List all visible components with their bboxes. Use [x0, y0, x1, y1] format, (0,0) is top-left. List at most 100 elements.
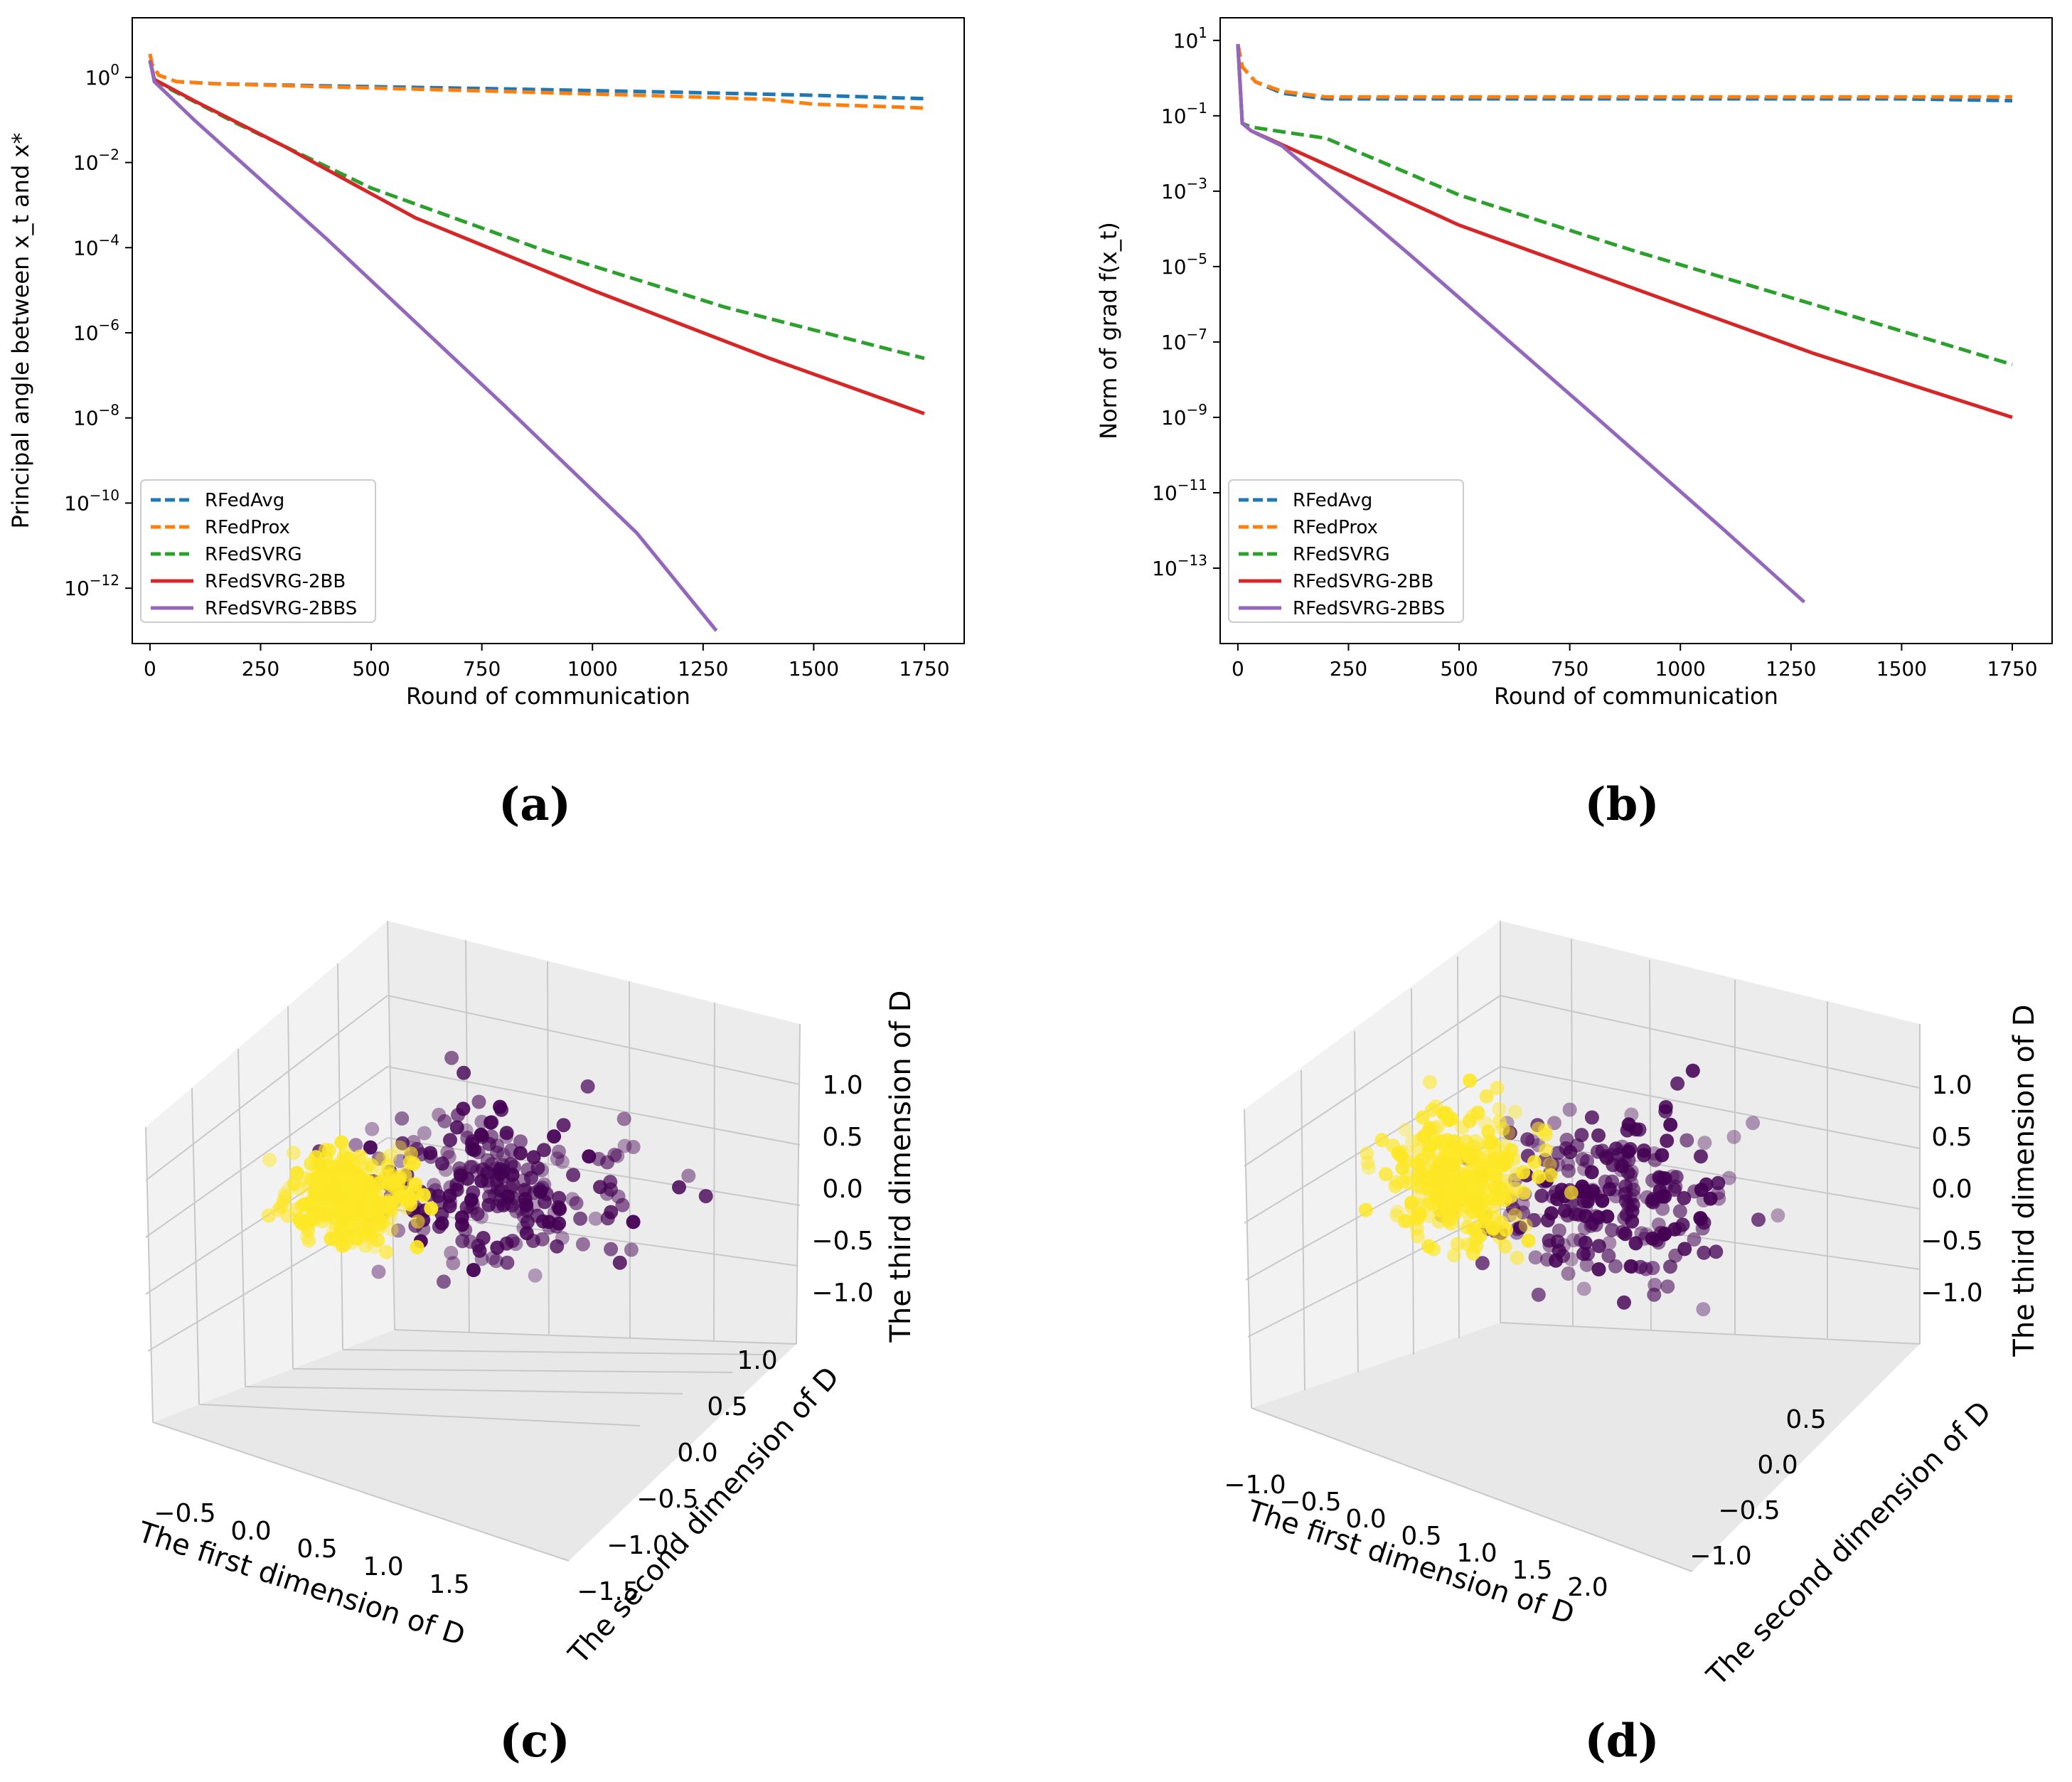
panel-d-caption: (d)	[1584, 1714, 1659, 1768]
panel-c-point-cluster-b	[615, 1197, 630, 1212]
panel-d-point-cluster-b	[1697, 1215, 1711, 1230]
panel-b-legend-entry: RFedSVRG-2BB	[1293, 571, 1433, 592]
panel-d-point-cluster-b	[1531, 1287, 1546, 1302]
panel-d-point-cluster-b	[1513, 1220, 1527, 1235]
panel-c-gridline	[198, 1404, 641, 1426]
panel-c-point-cluster-a	[314, 1188, 329, 1202]
panel-a-plot-frame	[132, 17, 965, 644]
panel-d-point-cluster-a	[1564, 1185, 1579, 1200]
panel-d-point-cluster-a	[1413, 1207, 1427, 1222]
panel-c-y-tick-label: 1.0	[737, 1346, 777, 1375]
panel-c-point-cluster-b	[550, 1239, 565, 1254]
panel-c-point-cluster-b	[626, 1140, 641, 1154]
panel-d-x-tick-label: 0.0	[1345, 1505, 1386, 1534]
panel-b-y-tick-label: 10−9	[1161, 401, 1207, 430]
panel-d-gridline	[1500, 1066, 1921, 1149]
panel-b-x-tick-label: 0	[1232, 657, 1244, 681]
panel-d-point-cluster-b	[1586, 1184, 1601, 1198]
panel-b-legend-entry: RFedSVRG-2BBS	[1293, 598, 1445, 619]
panel-d-point-cluster-a	[1395, 1161, 1410, 1175]
panel-c-point-cluster-b	[607, 1148, 622, 1162]
panel-d-point-cluster-b	[1617, 1295, 1631, 1310]
panel-b-line-chart: 0 250 500 750 1000 1250 1500 1750 101 10−1 10−3 10…	[1095, 17, 2053, 831]
panel-d-point-cluster-a	[1419, 1126, 1433, 1141]
panel-d-point-cluster-a	[1444, 1140, 1459, 1154]
panel-c-point-cluster-a	[303, 1195, 317, 1210]
panel-b-x-tick-label: 500	[1440, 657, 1478, 681]
panel-d-y-tick-label: 0.5	[1785, 1405, 1826, 1434]
panel-a-y-tick-label: 10−8	[73, 402, 119, 430]
panel-c-point-cluster-b	[624, 1242, 639, 1257]
panel-c-point-cluster-b	[535, 1214, 550, 1229]
panel-d-point-cluster-a	[1455, 1120, 1470, 1135]
panel-d-point-cluster-b	[1574, 1128, 1589, 1143]
panel-c-point-cluster-b	[518, 1192, 533, 1207]
panel-c-point-cluster-b	[470, 1207, 485, 1221]
panel-d-point-cluster-a	[1379, 1167, 1393, 1182]
panel-d-z-tick-label: 0.0	[1931, 1175, 1972, 1204]
panel-c-point-cluster-b	[580, 1079, 595, 1094]
panel-d-point-cluster-b	[1591, 1262, 1606, 1276]
panel-c-point-cluster-a	[318, 1142, 333, 1157]
panel-b-series-rfedavg	[1236, 43, 2013, 103]
panel-d-point-cluster-b	[1624, 1107, 1639, 1122]
panel-d-point-cluster-b	[1540, 1252, 1554, 1267]
panel-c-point-cluster-b	[482, 1189, 496, 1204]
panel-c-point-cluster-a	[379, 1244, 394, 1259]
panel-d-point-cluster-b	[1628, 1236, 1643, 1251]
panel-b-x-axis-label: Round of communication	[1494, 683, 1778, 710]
panel-d-gridline	[1571, 938, 1574, 1327]
panel-d-point-cluster-b	[1685, 1063, 1700, 1078]
panel-c-point-cluster-b	[535, 1232, 550, 1247]
panel-a-x-tick-label: 500	[352, 657, 390, 681]
panel-a-legend-entry: RFedSVRG-2BB	[205, 571, 346, 592]
panel-d-point-cluster-a	[1507, 1104, 1522, 1119]
panel-c-point-cluster-a	[301, 1222, 316, 1237]
panel-c-point-cluster-b	[466, 1263, 481, 1277]
panel-d-point-cluster-a	[1424, 1103, 1439, 1118]
panel-c-x-tick-label: 1.0	[363, 1552, 403, 1581]
panel-d-point-cluster-a	[1544, 1168, 1558, 1183]
panel-c-point-cluster-a	[311, 1158, 326, 1173]
panel-c-gridline	[629, 981, 631, 1338]
panel-c-point-cluster-b	[555, 1154, 570, 1169]
panel-a-x-tick-label: 1500	[789, 657, 839, 681]
panel-c-point-cluster-b	[526, 1150, 541, 1165]
panel-c-point-cluster-a	[362, 1221, 377, 1236]
panel-c-point-cluster-a	[321, 1206, 336, 1220]
panel-c-point-cluster-b	[488, 1254, 503, 1269]
panel-b-series-rfedprox	[1236, 43, 2012, 99]
panel-c-point-cluster-b	[493, 1166, 508, 1181]
panel-a-x-tick-label: 750	[463, 657, 501, 681]
panel-d-point-cluster-a	[1492, 1101, 1507, 1116]
panel-c-x-tick-label: 0.0	[230, 1517, 271, 1546]
panel-d-point-cluster-b	[1577, 1161, 1592, 1176]
panel-d-z-tick-label: 0.5	[1931, 1123, 1972, 1152]
panel-d-point-cluster-b	[1672, 1222, 1687, 1237]
panel-d-point-cluster-b	[1640, 1190, 1655, 1205]
panel-c-point-cluster-a	[370, 1233, 385, 1248]
panel-d-point-cluster-b	[1626, 1182, 1641, 1197]
panel-d-point-cluster-a	[1358, 1202, 1373, 1217]
panel-a-x-tick-label: 250	[242, 657, 279, 681]
panel-c-back-pane	[388, 921, 800, 1344]
panel-d-gridline	[1247, 1208, 1501, 1338]
panel-c-point-cluster-a	[301, 1233, 316, 1248]
panel-c-point-cluster-b	[440, 1145, 455, 1160]
panel-c-point-cluster-b	[493, 1099, 508, 1114]
panel-d-point-cluster-b	[1584, 1110, 1599, 1125]
panel-c-point-cluster-b	[466, 1200, 481, 1215]
panel-d-point-cluster-b	[1647, 1287, 1662, 1302]
panel-d-y-tick-label: −0.5	[1718, 1496, 1780, 1525]
panel-c-point-cluster-b	[446, 1256, 461, 1271]
panel-d-point-cluster-b	[1528, 1250, 1543, 1265]
panel-c-point-cluster-b	[484, 1115, 498, 1130]
panel-c-point-cluster-b	[428, 1183, 443, 1197]
panel-c-point-cluster-b	[480, 1173, 495, 1188]
panel-c-point-cluster-a	[358, 1161, 373, 1176]
panel-d-point-cluster-b	[1595, 1193, 1610, 1208]
panel-d-point-cluster-a	[1497, 1139, 1512, 1153]
panel-c-point-cluster-b	[423, 1149, 438, 1164]
panel-c-z-tick-label: 0.5	[822, 1123, 863, 1152]
